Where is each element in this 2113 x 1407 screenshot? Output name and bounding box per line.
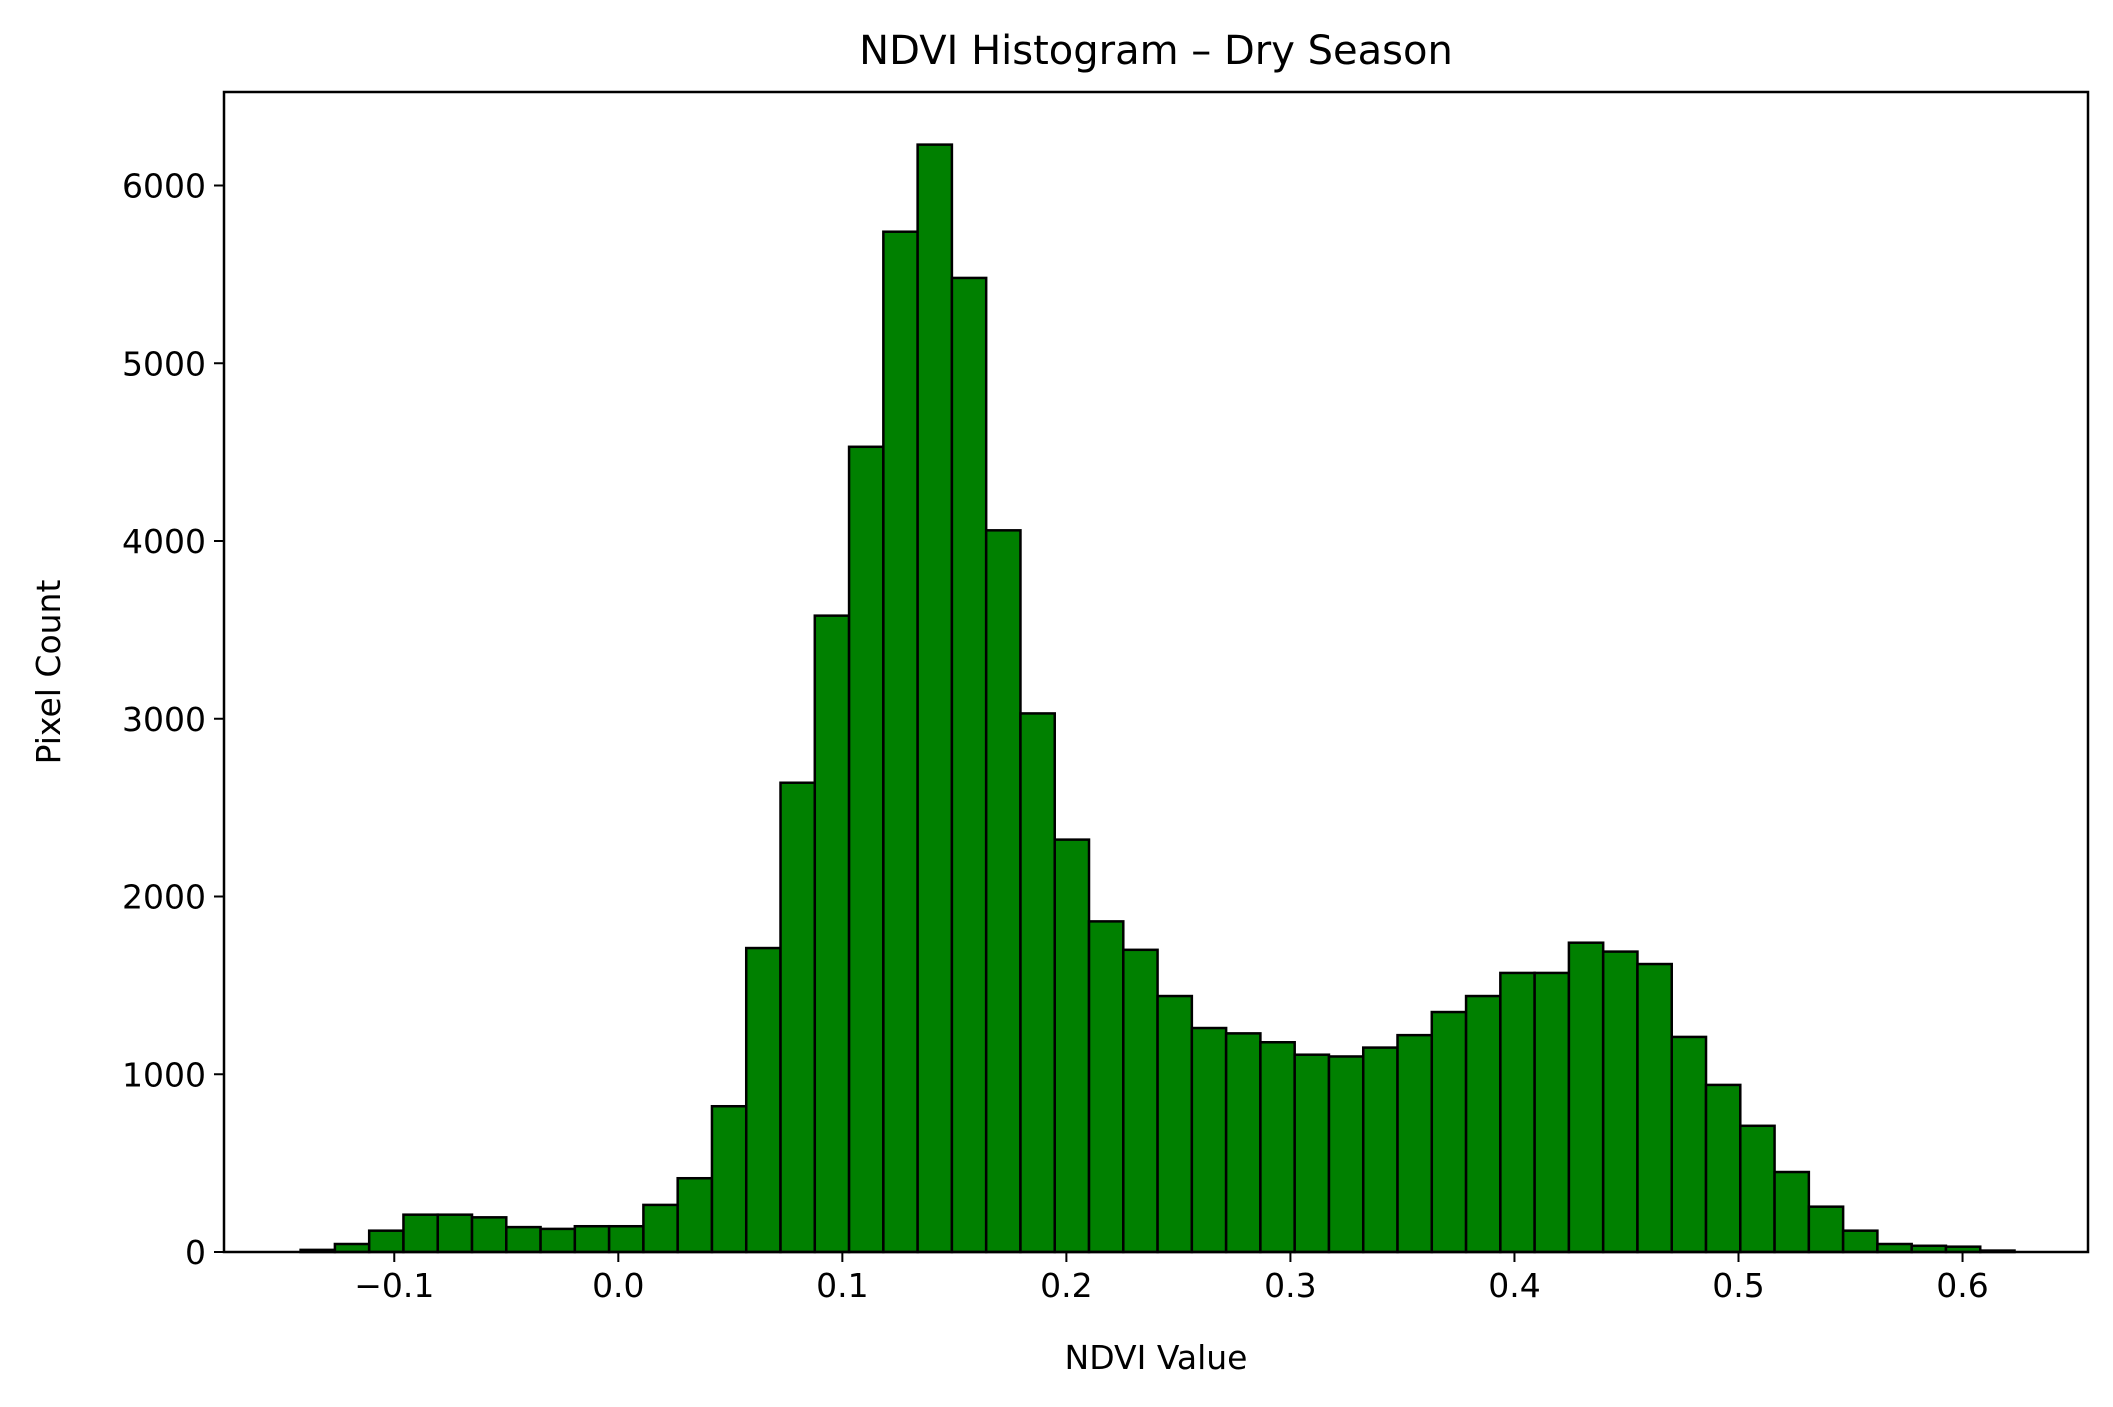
histogram-bar (573, 1224, 611, 1254)
histogram-bar (813, 614, 851, 1254)
histogram-bar (950, 276, 988, 1254)
histogram-bar (847, 445, 885, 1254)
histogram-bar (1019, 712, 1056, 1254)
chart-title: NDVI Histogram – Dry Season (859, 28, 1453, 74)
histogram-bar (1396, 1033, 1434, 1254)
x-tick-label: 0.3 (1264, 1266, 1316, 1305)
x-tick-label: −0.1 (354, 1266, 434, 1305)
histogram-bar (642, 1203, 679, 1254)
histogram-bar (1156, 994, 1194, 1254)
histogram-bar (1190, 1026, 1228, 1254)
y-tick-label: 5000 (122, 344, 206, 383)
histogram-bar (402, 1213, 439, 1254)
histogram-bar (1841, 1229, 1879, 1254)
histogram-bar (984, 529, 1022, 1254)
x-tick-label: 0.5 (1712, 1266, 1764, 1305)
plot-frame (222, 90, 2090, 1254)
x-tick-label: 0.4 (1488, 1266, 1540, 1305)
histogram-bar (1567, 941, 1605, 1254)
histogram-bar (607, 1224, 645, 1254)
histogram-bar (744, 946, 782, 1254)
histogram-bar (367, 1229, 405, 1254)
histogram-bar (916, 143, 954, 1254)
histogram-bar (1670, 1035, 1708, 1254)
histogram-bar (1533, 971, 1571, 1254)
y-tick-label: 0 (185, 1233, 206, 1272)
histogram-bar (1773, 1170, 1811, 1254)
histogram-bar (1704, 1083, 1742, 1254)
x-axis-title: NDVI Value (1065, 1338, 1248, 1377)
histogram-bar (1464, 994, 1502, 1254)
histogram-bar (1327, 1055, 1365, 1254)
y-tick-label: 1000 (122, 1055, 206, 1094)
histogram-bar (1053, 838, 1091, 1254)
histogram-bar (1293, 1053, 1331, 1254)
y-axis-ticks: 0 1000 2000 3000 4000 5000 6000 (122, 167, 224, 1272)
y-axis-title: Pixel Count (29, 580, 68, 765)
histogram-bar (539, 1227, 577, 1254)
histogram-bar (1259, 1041, 1296, 1254)
histogram-bar (1122, 948, 1159, 1254)
histogram-bar (676, 1176, 714, 1254)
histogram-bar (436, 1213, 474, 1254)
x-axis-ticks: −0.1 0.0 0.1 0.2 0.3 0.4 0.5 0.6 (354, 1252, 1989, 1305)
histogram-bar (470, 1216, 508, 1254)
x-tick-label: 0.1 (816, 1266, 868, 1305)
x-tick-label: 0.2 (1040, 1266, 1092, 1305)
histogram-bar (505, 1225, 542, 1254)
histogram-bar (710, 1104, 748, 1254)
histogram-bar (882, 230, 919, 1254)
histogram-bar (1499, 971, 1536, 1254)
histogram-bar (1601, 950, 1639, 1254)
histogram-bar (1087, 920, 1125, 1254)
histogram-bar (1430, 1010, 1468, 1254)
x-tick-label: 0.0 (592, 1266, 644, 1305)
histogram-bar (1807, 1205, 1845, 1254)
y-tick-label: 3000 (122, 700, 206, 739)
y-tick-label: 6000 (122, 167, 206, 206)
x-tick-label: 0.6 (1936, 1266, 1988, 1305)
histogram-bar (1224, 1032, 1262, 1254)
y-tick-label: 2000 (122, 878, 206, 917)
histogram-bar (1361, 1046, 1399, 1254)
y-tick-label: 4000 (122, 522, 206, 561)
histogram-bar (1739, 1124, 1776, 1254)
histogram-bar (779, 781, 817, 1254)
histogram-bar (1636, 962, 1673, 1254)
